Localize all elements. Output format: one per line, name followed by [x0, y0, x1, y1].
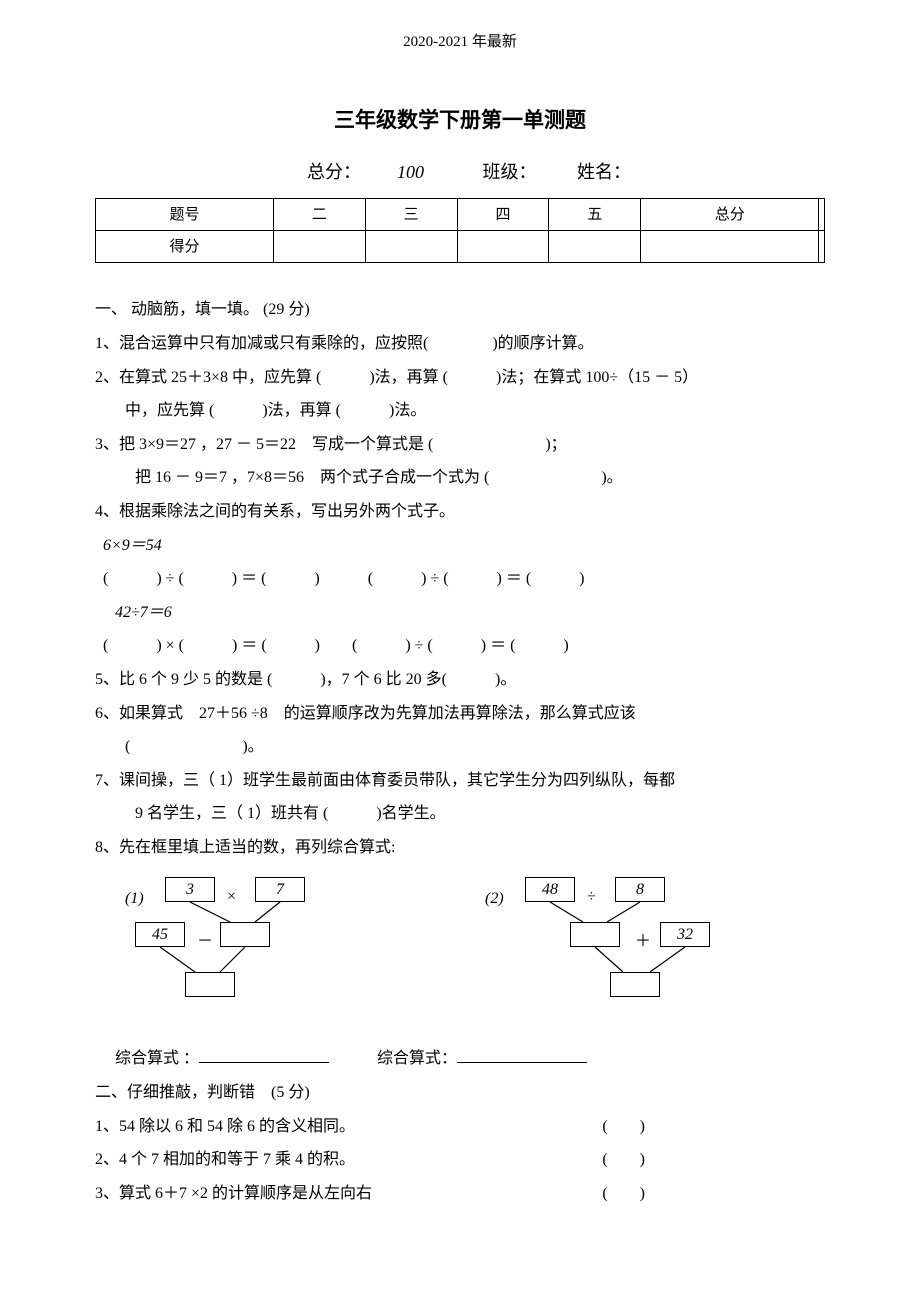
q4: 4、根据乘除法之间的有关系，写出另外两个式子。 [95, 495, 825, 529]
d1-label: (1) [125, 882, 144, 916]
q1: 1、混合运算中只有加减或只有乘除的，应按照( )的顺序计算。 [95, 327, 825, 361]
table-cell [549, 231, 641, 263]
q5: 5、比 6 个 9 少 5 的数是 ( )，7 个 6 比 20 多( )。 [95, 663, 825, 697]
d1-box1: 3 [165, 877, 215, 902]
s2q2: 2、4 个 7 相加的和等于 7 乘 4 的积。 ( ) [95, 1143, 825, 1177]
q7: 7、课间操，三（ 1）班学生最前面由体育委员带队，其它学生分为四列纵队，每都 [95, 764, 825, 798]
combined-expr: 综合算式 ： 综合算式： [95, 1042, 825, 1076]
table-cell: 得分 [96, 231, 274, 263]
page-header: 2020-2021 年最新 [95, 30, 825, 54]
d2-op2: ＋ [635, 925, 651, 959]
table-cell: 二 [273, 199, 365, 231]
table-cell [819, 231, 825, 263]
table-cell [819, 199, 825, 231]
score-table: 题号 二 三 四 五 总分 得分 [95, 198, 825, 263]
q7b: 9 名学生，三（ 1）班共有 ( )名学生。 [95, 797, 825, 831]
d1-op1: × [227, 880, 236, 914]
q6b: ( )。 [95, 730, 825, 764]
content-body: 一、 动脑筋，填一填。 (29 分) 1、混合运算中只有加减或只有乘除的，应按照… [95, 293, 825, 1210]
d2-box-empty2 [610, 972, 660, 997]
section2-heading: 二、仔细推敲，判断错 (5 分) [95, 1076, 825, 1110]
q2: 2、在算式 25＋3×8 中，应先算 ( )法，再算 ( )法；在算式 100÷… [95, 361, 825, 395]
table-cell [641, 231, 819, 263]
d2-label: (2) [485, 882, 504, 916]
table-cell: 四 [457, 199, 549, 231]
q2b: 中，应先算 ( )法，再算 ( )法。 [95, 394, 825, 428]
q3: 3、把 3×9＝27 ，27 － 5＝22 写成一个算式是 ( )； [95, 428, 825, 462]
table-cell: 三 [365, 199, 457, 231]
table-cell: 总分 [641, 199, 819, 231]
table-cell: 题号 [96, 199, 274, 231]
q4c: 42÷7＝6 [95, 596, 825, 630]
section1-heading: 一、 动脑筋，填一填。 (29 分) [95, 293, 825, 327]
d2-box1: 48 [525, 877, 575, 902]
diagram-row: (1) 3 × 7 45 － (2) 48 ÷ 8 ＋ 32 [95, 872, 825, 1022]
d2-box-empty1 [570, 922, 620, 947]
name-label: 姓名： [577, 162, 631, 182]
table-cell [365, 231, 457, 263]
q8: 8、先在框里填上适当的数，再列综合算式: [95, 831, 825, 865]
table-row: 得分 [96, 231, 825, 263]
d2-box3: 32 [660, 922, 710, 947]
d1-box-empty2 [185, 972, 235, 997]
d2-op1: ÷ [587, 880, 596, 914]
table-row: 题号 二 三 四 五 总分 [96, 199, 825, 231]
s2q1: 1、54 除以 6 和 54 除 6 的含义相同。 ( ) [95, 1110, 825, 1144]
score-line: 总分：100 班级： 姓名： [95, 158, 825, 187]
d1-box3: 45 [135, 922, 185, 947]
diagram-2: (2) 48 ÷ 8 ＋ 32 [485, 872, 765, 1022]
page-title: 三年级数学下册第一单测题 [95, 104, 825, 138]
table-cell: 五 [549, 199, 641, 231]
q4a: 6×9＝54 [95, 529, 825, 563]
diagram-1: (1) 3 × 7 45 － [125, 872, 405, 1022]
class-label: 班级： [483, 162, 537, 182]
q6: 6、如果算式 27＋56 ÷8 的运算顺序改为先算加法再算除法，那么算式应该 [95, 697, 825, 731]
d1-box2: 7 [255, 877, 305, 902]
d1-box-empty1 [220, 922, 270, 947]
q4d: ( ) × ( ) ＝ ( ) ( ) ÷ ( ) ＝ ( ) [95, 629, 825, 663]
q4b: ( ) ÷ ( ) ＝ ( ) ( ) ÷ ( ) ＝ ( ) [95, 562, 825, 596]
s2q3: 3、算式 6＋7 ×2 的计算顺序是从左向右 ( ) [95, 1177, 825, 1211]
table-cell [457, 231, 549, 263]
table-cell [273, 231, 365, 263]
q3b: 把 16 － 9＝7 ，7×8＝56 两个式子合成一个式为 ( )。 [95, 461, 825, 495]
d1-op2: － [197, 925, 213, 959]
total-label: 总分：100 [289, 162, 442, 182]
d2-box2: 8 [615, 877, 665, 902]
